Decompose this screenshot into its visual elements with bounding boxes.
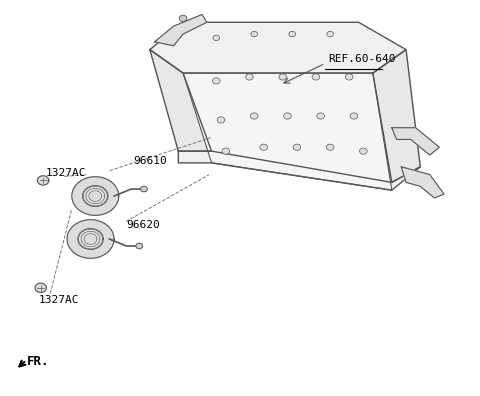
Circle shape	[317, 113, 324, 119]
Circle shape	[279, 74, 287, 80]
Circle shape	[213, 78, 220, 84]
Circle shape	[251, 31, 258, 37]
Circle shape	[260, 144, 267, 150]
Circle shape	[293, 144, 301, 150]
Circle shape	[213, 35, 219, 41]
Circle shape	[360, 148, 367, 154]
Text: 96610: 96610	[133, 156, 167, 166]
Circle shape	[350, 113, 358, 119]
Polygon shape	[401, 167, 444, 198]
Text: REF.60-640: REF.60-640	[328, 54, 395, 65]
Circle shape	[312, 74, 320, 80]
Text: 96620: 96620	[126, 220, 160, 230]
Circle shape	[141, 186, 147, 192]
Polygon shape	[67, 220, 114, 258]
Text: FR.: FR.	[26, 356, 49, 369]
Polygon shape	[150, 22, 406, 73]
Circle shape	[222, 148, 229, 154]
Circle shape	[326, 144, 334, 150]
Circle shape	[217, 117, 225, 123]
Polygon shape	[72, 177, 119, 215]
Polygon shape	[392, 128, 439, 155]
Circle shape	[179, 15, 187, 21]
Polygon shape	[183, 73, 392, 190]
Polygon shape	[373, 50, 420, 183]
Circle shape	[136, 243, 143, 249]
Polygon shape	[150, 50, 212, 151]
Polygon shape	[35, 283, 47, 293]
Text: 1327AC: 1327AC	[46, 168, 86, 178]
Circle shape	[251, 113, 258, 119]
Polygon shape	[155, 15, 207, 46]
Circle shape	[327, 31, 334, 37]
Polygon shape	[37, 176, 49, 185]
Circle shape	[284, 113, 291, 119]
Text: 1327AC: 1327AC	[38, 295, 79, 305]
Circle shape	[345, 74, 353, 80]
Circle shape	[289, 31, 296, 37]
Circle shape	[246, 74, 253, 80]
Polygon shape	[179, 151, 420, 190]
